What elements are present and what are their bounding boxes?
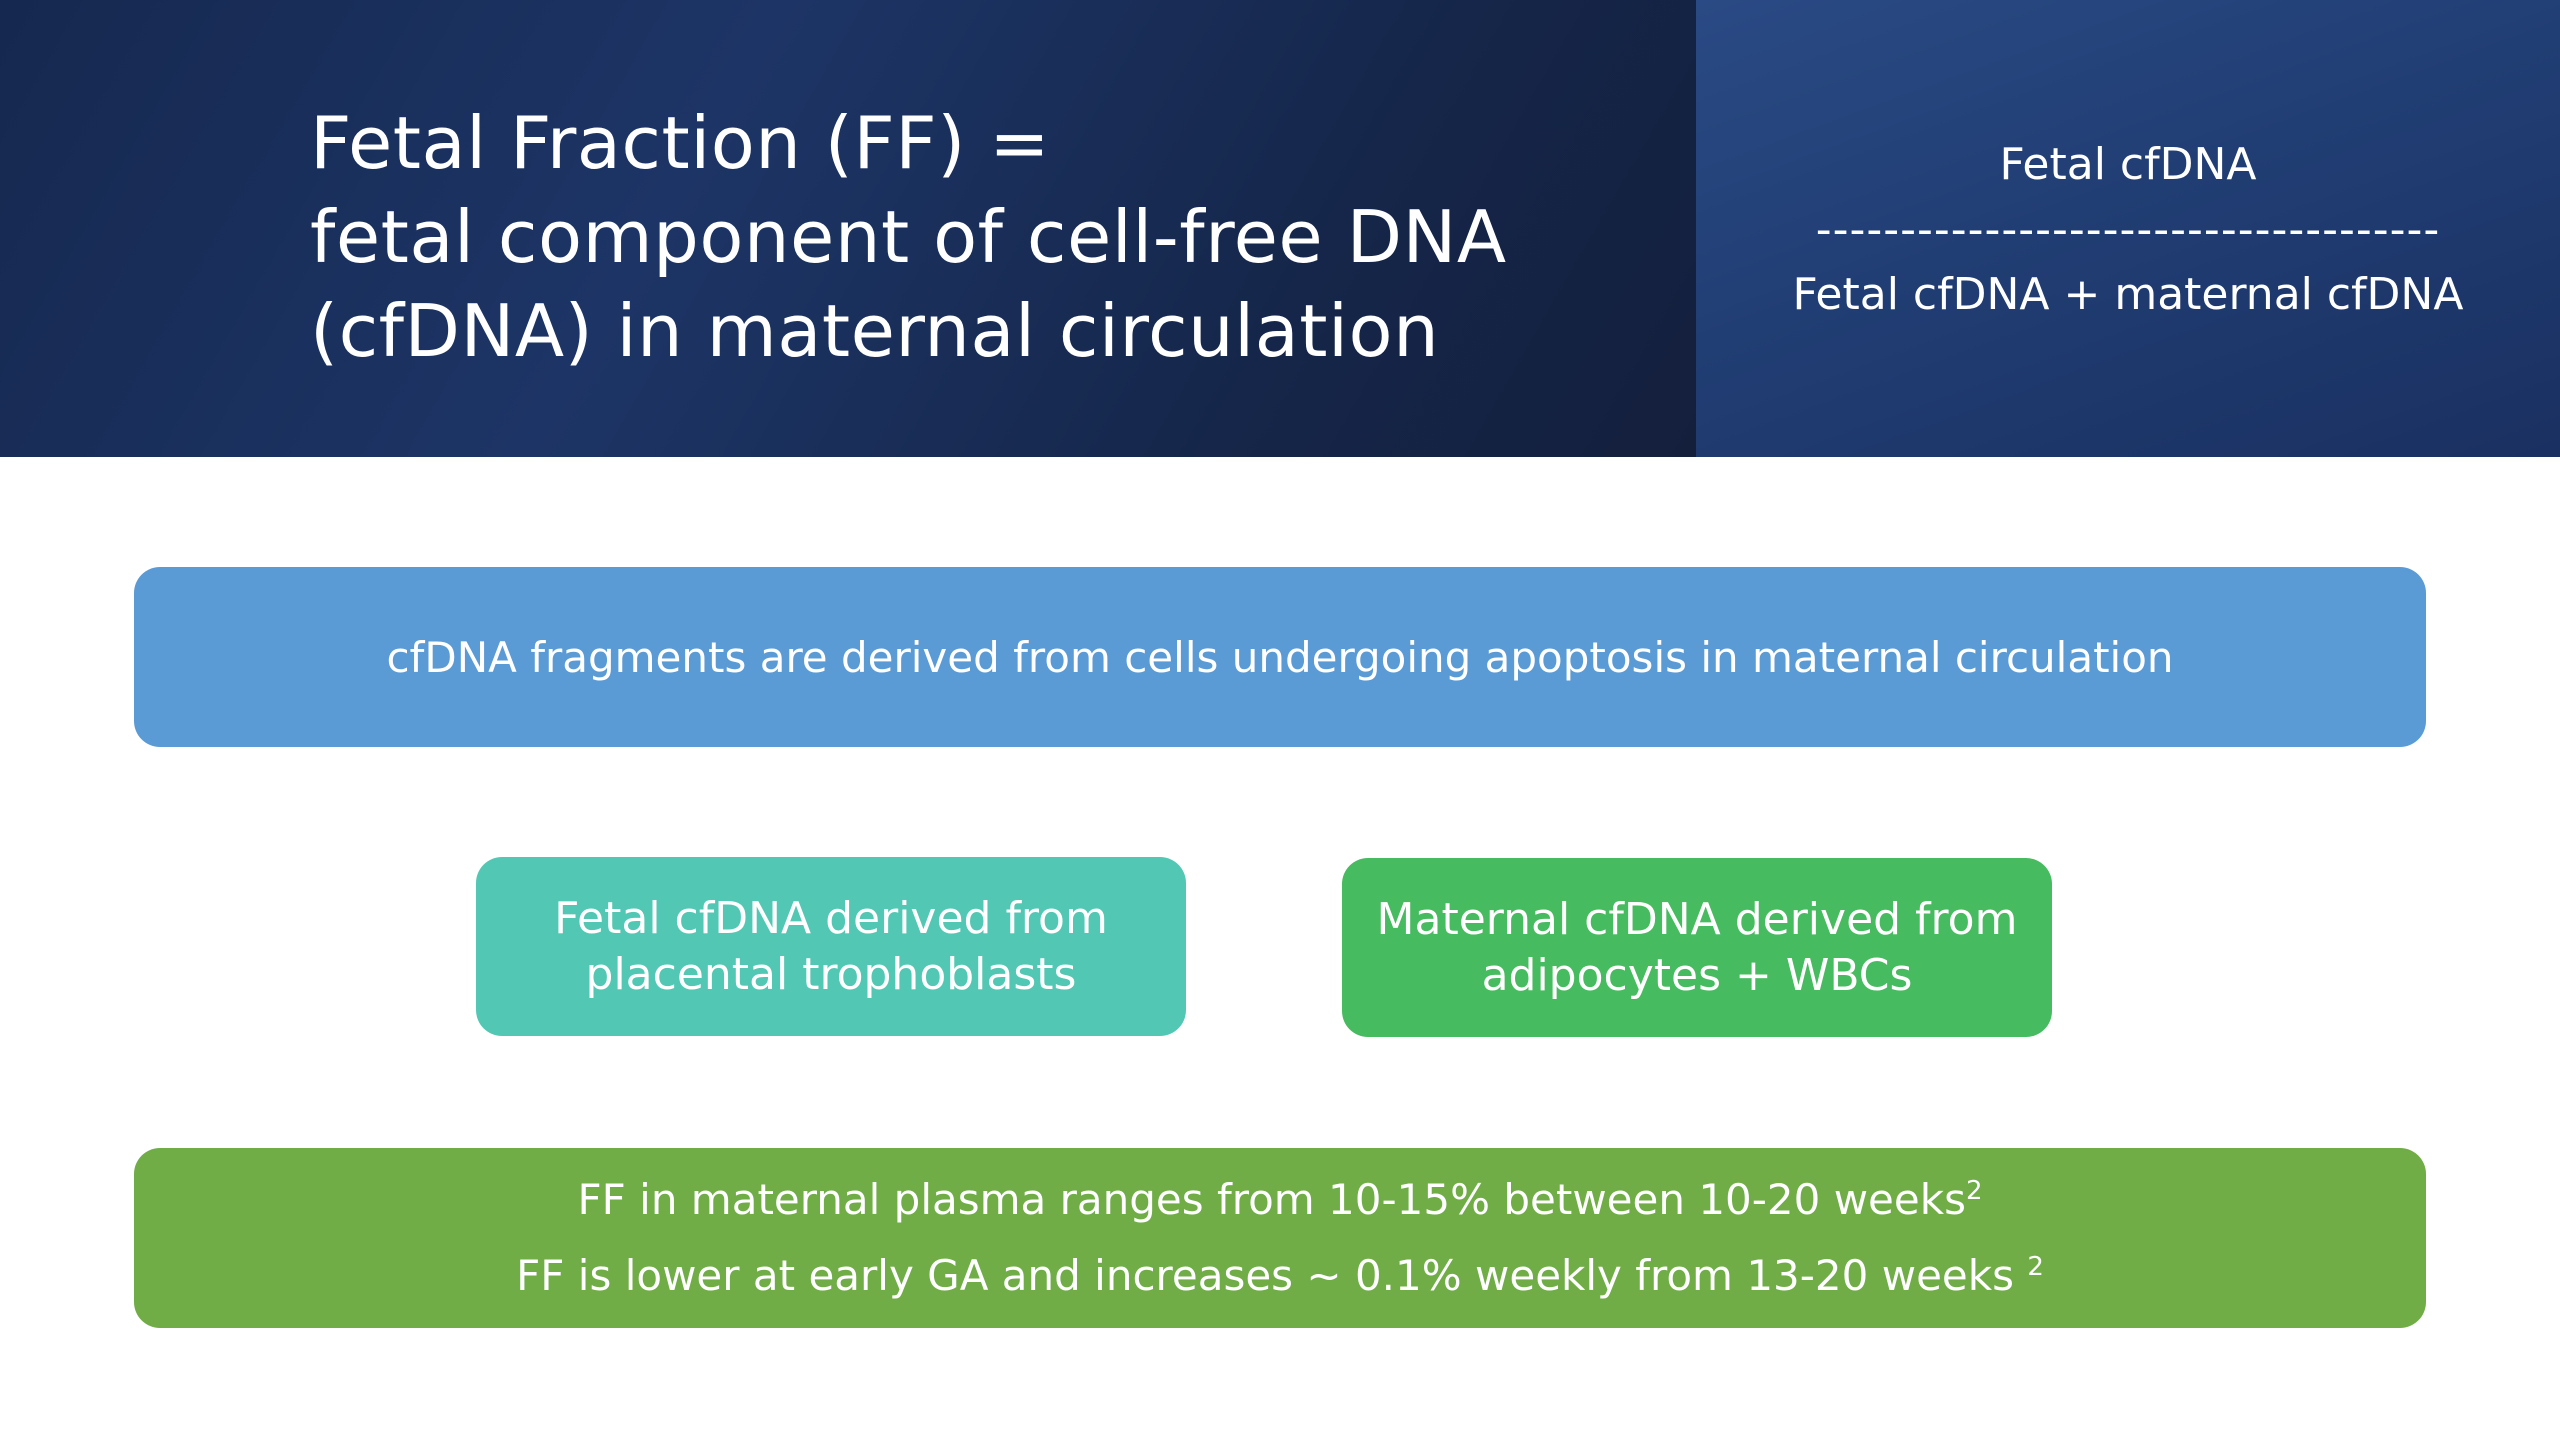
slide-title: Fetal Fraction (FF) = fetal component of… <box>310 96 1670 378</box>
title-banner: Fetal Fraction (FF) = fetal component of… <box>0 0 1696 457</box>
fetal-cfdna-box: Fetal cfDNA derived from placental troph… <box>476 857 1186 1036</box>
ff-range-line-2-text: FF is lower at early GA and increases ~ … <box>516 1251 2028 1300</box>
apoptosis-text: cfDNA fragments are derived from cells u… <box>386 632 2174 682</box>
ff-range-line-1-text: FF in maternal plasma ranges from 10-15%… <box>577 1175 1966 1224</box>
formula-numerator: Fetal cfDNA <box>1999 139 2257 190</box>
title-line-1: Fetal Fraction (FF) = <box>310 101 1051 185</box>
citation-superscript-2: 2 <box>2027 1252 2044 1282</box>
fetal-box-line-1: Fetal cfDNA derived from <box>554 892 1108 944</box>
title-line-3: (cfDNA) in maternal circulation <box>310 289 1440 373</box>
formula-divider: ------------------------------------- <box>1815 204 2441 255</box>
ff-range-line-2: FF is lower at early GA and increases ~ … <box>516 1238 2044 1314</box>
maternal-box-line-2: adipocytes + WBCs <box>1481 949 1913 1001</box>
ff-formula: Fetal cfDNA ----------------------------… <box>1696 130 2560 330</box>
citation-superscript-1: 2 <box>1965 1176 1983 1206</box>
title-line-2: fetal component of cell-free DNA <box>310 195 1507 279</box>
formula-panel <box>1696 0 2560 457</box>
maternal-box-line-1: Maternal cfDNA derived from <box>1376 893 2018 945</box>
maternal-cfdna-box: Maternal cfDNA derived from adipocytes +… <box>1342 858 2052 1037</box>
ff-range-box: FF in maternal plasma ranges from 10-15%… <box>134 1148 2426 1328</box>
formula-denominator: Fetal cfDNA + maternal cfDNA <box>1792 269 2464 320</box>
apoptosis-box: cfDNA fragments are derived from cells u… <box>134 567 2426 747</box>
ff-range-line-1: FF in maternal plasma ranges from 10-15%… <box>577 1162 1982 1238</box>
fetal-box-line-2: placental trophoblasts <box>585 948 1077 1000</box>
